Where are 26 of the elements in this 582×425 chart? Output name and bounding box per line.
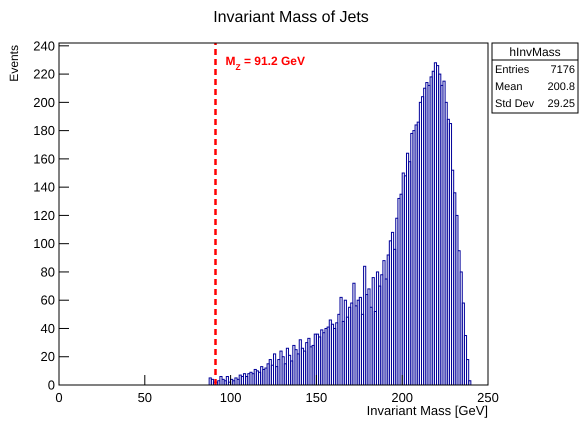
ref-line-label: M$_{Z}$ = 91.2 GeV [226, 54, 306, 72]
x-axis-title: Invariant Mass [GeV] [366, 403, 488, 418]
y-tick-label: 220 [33, 66, 55, 82]
y-tick-label: 40 [40, 320, 55, 336]
y-tick-label: 240 [33, 38, 55, 54]
y-tick-label: 20 [40, 349, 55, 364]
x-tick-label: 100 [220, 390, 242, 405]
text: hInvMass [509, 45, 561, 59]
text: Entries 7176 [495, 64, 575, 76]
chart-title: Invariant Mass of Jets [213, 9, 369, 26]
y-tick-label: 120 [33, 208, 55, 223]
y-tick-label: 80 [40, 264, 55, 280]
text: Std Dev 29.25 [495, 98, 575, 110]
y-tick-label: 180 [33, 123, 55, 138]
x-tick-label: 250 [477, 390, 499, 405]
y-tick-label: 200 [33, 94, 55, 110]
x-tick-label: 200 [391, 390, 414, 405]
y-tick-label: 160 [33, 151, 55, 166]
y-tick-label: 140 [33, 180, 55, 195]
y-axis-title: Events [7, 45, 21, 82]
y-tick-label: 0 [48, 378, 55, 392]
x-tick-label: 150 [306, 390, 328, 405]
y-tick-label: 100 [33, 236, 55, 252]
x-tick-label: 50 [138, 390, 152, 405]
y-tick-label: 60 [40, 292, 55, 308]
text: Mean 200.8 [495, 81, 575, 93]
